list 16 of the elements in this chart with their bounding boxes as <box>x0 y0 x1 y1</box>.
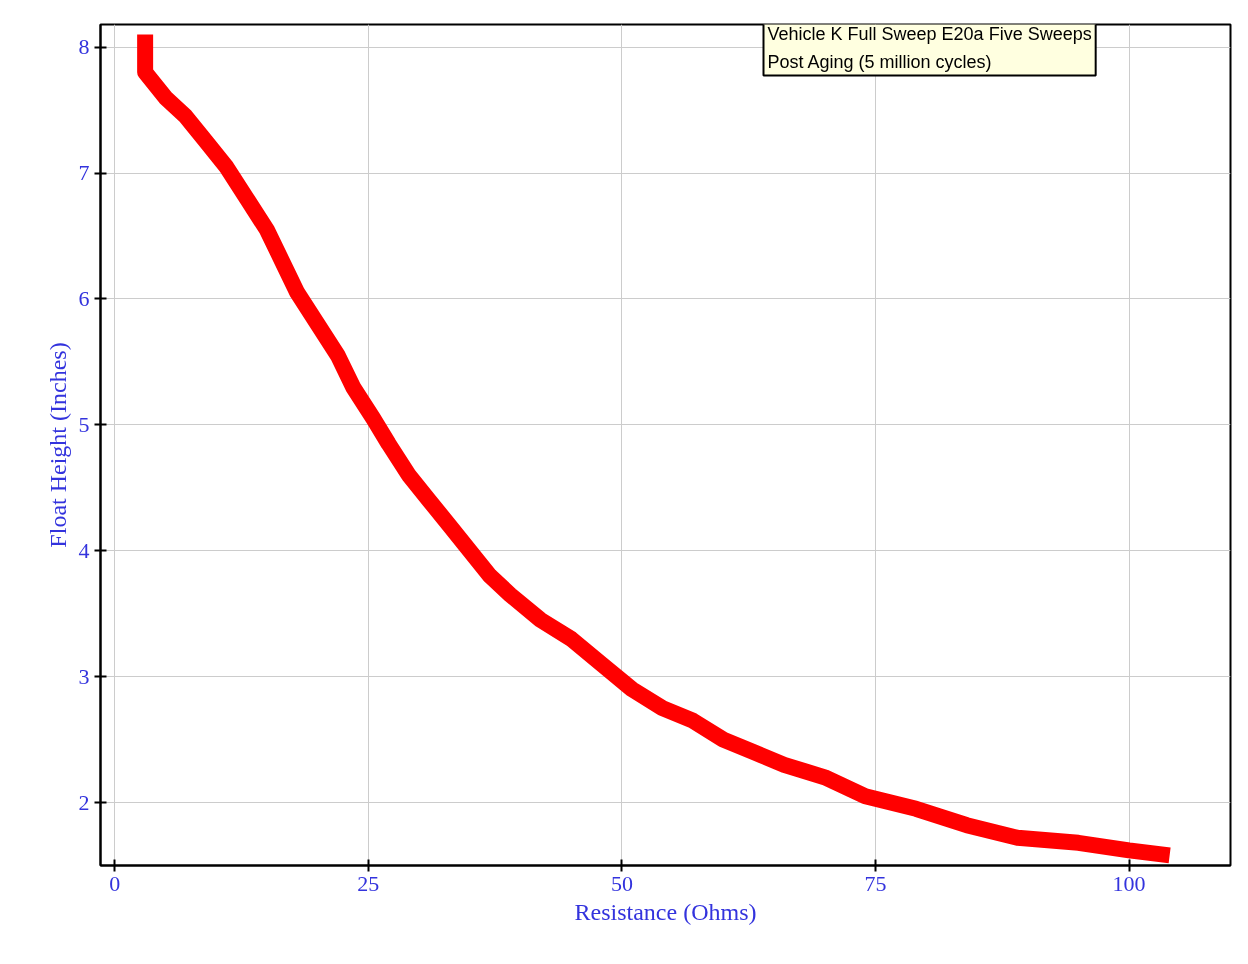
y-tick-label: 6 <box>78 285 90 311</box>
y-tick-label: 5 <box>78 411 90 437</box>
x-axis-title: Resistance (Ohms) <box>574 898 757 925</box>
annotation: Post Aging (5 million cycles) <box>767 51 992 72</box>
y-axis-title: Float Height (Inches) <box>44 342 71 548</box>
x-tick-label: 50 <box>610 870 633 896</box>
y-tick-label: 7 <box>78 160 90 186</box>
x-tick-label: 75 <box>864 870 887 896</box>
x-tick-label: 100 <box>1112 870 1146 896</box>
y-tick-label: 4 <box>78 537 90 563</box>
x-tick-label: 0 <box>109 870 121 896</box>
annotation: Vehicle K Full Sweep E20a Five Sweeps <box>767 23 1092 44</box>
y-tick-label: 2 <box>78 789 90 815</box>
y-tick-label: 8 <box>78 34 90 60</box>
x-tick-label: 25 <box>357 870 380 896</box>
y-tick-label: 3 <box>78 663 90 689</box>
